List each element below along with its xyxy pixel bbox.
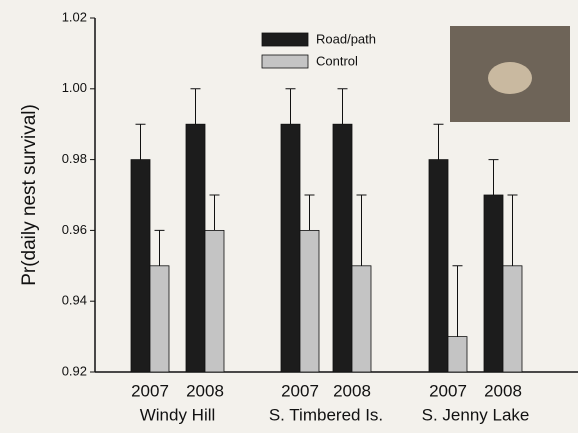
x-tick-label: 2007 bbox=[281, 381, 319, 400]
bar bbox=[205, 230, 224, 372]
legend-label: Road/path bbox=[316, 31, 376, 46]
error-bar bbox=[338, 89, 348, 124]
bar bbox=[150, 266, 169, 372]
x-tick-label: 2008 bbox=[333, 381, 371, 400]
legend-label: Control bbox=[316, 53, 358, 68]
legend-swatch bbox=[262, 55, 308, 68]
error-bar bbox=[191, 89, 201, 124]
error-bar bbox=[453, 266, 463, 337]
y-tick-label: 1.00 bbox=[62, 80, 87, 95]
y-tick-label: 1.02 bbox=[62, 9, 87, 24]
bird-photo-subject bbox=[488, 62, 532, 94]
x-tick-label: 2007 bbox=[131, 381, 169, 400]
bar bbox=[484, 195, 503, 372]
bar bbox=[448, 337, 467, 372]
y-axis-label: Pr(daily nest survival) bbox=[19, 104, 40, 286]
legend-swatch bbox=[262, 33, 308, 46]
group-label: S. Jenny Lake bbox=[422, 405, 530, 424]
error-bar bbox=[286, 89, 296, 124]
x-tick-label: 2007 bbox=[429, 381, 467, 400]
bar bbox=[131, 160, 150, 372]
group-label: S. Timbered Is. bbox=[269, 405, 383, 424]
group-label: Windy Hill bbox=[140, 405, 216, 424]
error-bar bbox=[357, 195, 367, 266]
error-bar bbox=[305, 195, 315, 230]
bar bbox=[186, 124, 205, 372]
error-bar bbox=[155, 230, 165, 265]
error-bar bbox=[210, 195, 220, 230]
y-tick-label: 0.96 bbox=[62, 222, 87, 237]
bar bbox=[352, 266, 371, 372]
bar bbox=[300, 230, 319, 372]
x-tick-label: 2008 bbox=[484, 381, 522, 400]
error-bar bbox=[508, 195, 518, 266]
bar bbox=[281, 124, 300, 372]
bar bbox=[429, 160, 448, 372]
error-bar bbox=[136, 124, 146, 159]
y-tick-label: 0.98 bbox=[62, 151, 87, 166]
chart: Pr(daily nest survival) 0.92 0.94 0.96 0.98… bbox=[0, 0, 578, 433]
error-bar bbox=[434, 124, 444, 159]
y-tick-label: 0.92 bbox=[62, 363, 87, 378]
x-tick-label: 2008 bbox=[186, 381, 224, 400]
y-tick-label: 0.94 bbox=[62, 293, 87, 308]
error-bar bbox=[489, 160, 499, 195]
bar bbox=[333, 124, 352, 372]
bar bbox=[503, 266, 522, 372]
